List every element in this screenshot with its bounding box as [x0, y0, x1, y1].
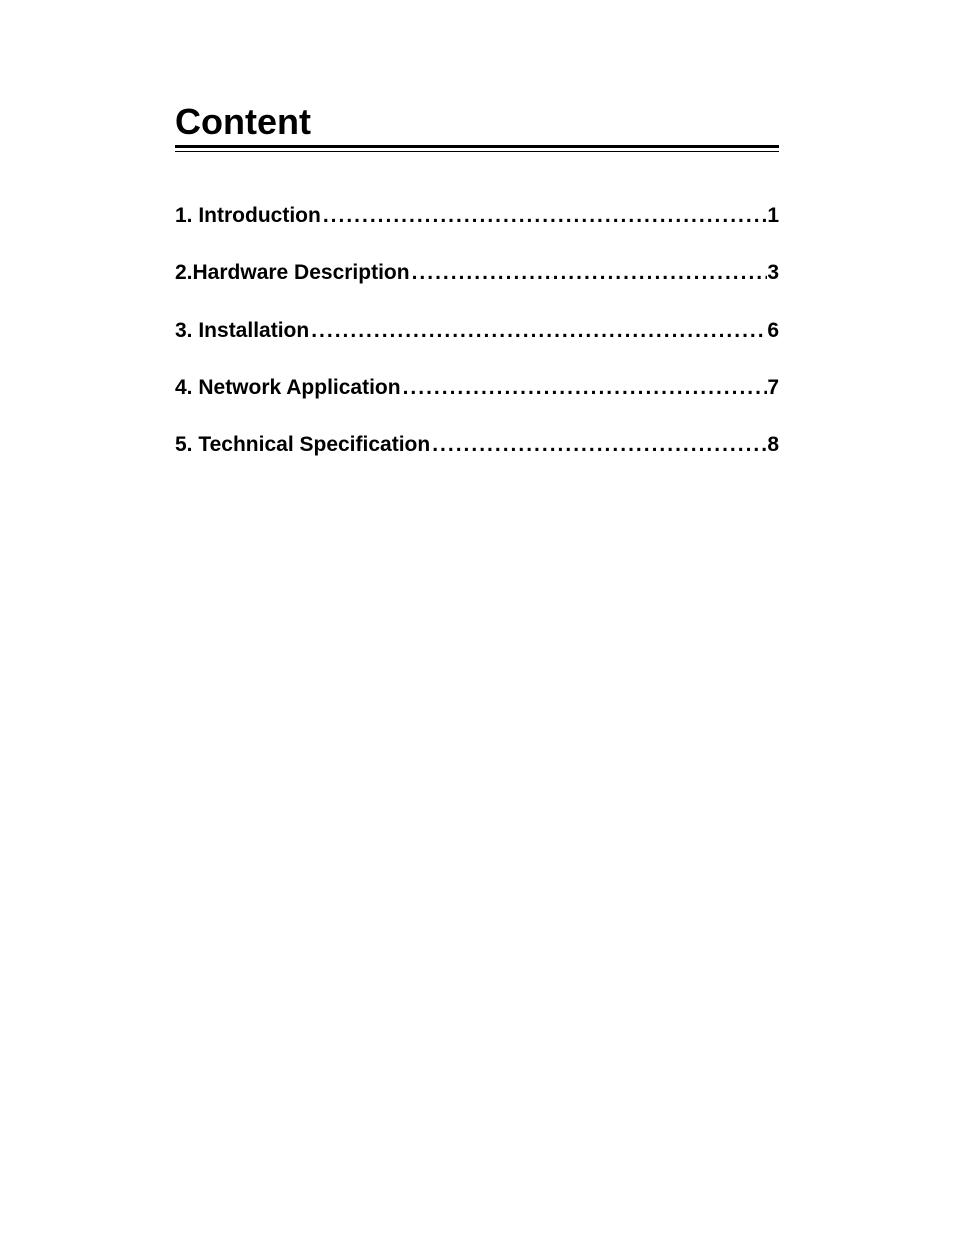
- heading-block: Content: [175, 100, 779, 152]
- toc-entry-title: 3. Installation: [175, 317, 309, 344]
- toc-entry-page: 6: [767, 317, 779, 344]
- toc-entry-page: 1: [767, 202, 779, 229]
- toc-entry-title: 1. Introduction: [175, 202, 321, 229]
- toc-leader-dots: [321, 202, 767, 229]
- divider-thick: [175, 145, 779, 148]
- toc-entry: 3. Installation 6: [175, 317, 779, 344]
- toc-leader-dots: [430, 431, 767, 458]
- toc-entry-title: 5. Technical Specification: [175, 431, 430, 458]
- toc-entry-page: 3: [767, 259, 779, 286]
- toc-entry-title: 2.Hardware Description: [175, 259, 410, 286]
- toc-leader-dots: [309, 317, 767, 344]
- toc-leader-dots: [410, 259, 768, 286]
- toc-entry: 2.Hardware Description 3: [175, 259, 779, 286]
- table-of-contents: 1. Introduction 1 2.Hardware Description…: [175, 202, 779, 458]
- toc-entry-page: 8: [767, 431, 779, 458]
- toc-entry: 4. Network Application 7: [175, 374, 779, 401]
- page-title: Content: [175, 100, 779, 143]
- toc-entry-title: 4. Network Application: [175, 374, 401, 401]
- toc-leader-dots: [401, 374, 768, 401]
- page: Content 1. Introduction 1 2.Hardware Des…: [0, 0, 954, 459]
- divider-thin: [175, 151, 779, 152]
- toc-entry: 1. Introduction 1: [175, 202, 779, 229]
- toc-entry: 5. Technical Specification 8: [175, 431, 779, 458]
- toc-entry-page: 7: [767, 374, 779, 401]
